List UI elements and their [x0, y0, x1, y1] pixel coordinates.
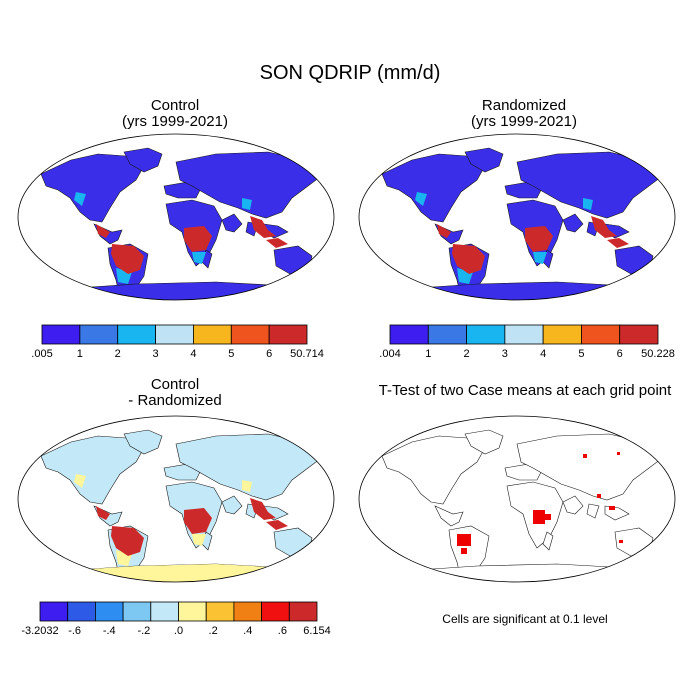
difference-colorbar-swatch-1: [67, 601, 96, 622]
randomized-colorbar-swatch-4: [542, 324, 582, 345]
ttest-title-line1: T-Test of two Case means at each grid po…: [378, 382, 672, 399]
difference-colorbar: -3.2032 -.6 -.4 -.2 .0 .2 .4 .6 6.154: [21, 601, 331, 637]
difference-map: [17, 415, 335, 583]
difference-colorbar-label-6: .4: [243, 625, 252, 637]
control-colorbar-swatch-0: [41, 324, 81, 345]
randomized-colorbar-label-5: 5: [578, 348, 584, 360]
randomized-colorbar-swatch-0: [389, 324, 429, 345]
control-colorbar-label-3: 3: [153, 348, 159, 360]
significance-note: Cells are significant at 0.1 level: [442, 612, 608, 626]
randomized-colorbar-swatch-3: [504, 324, 544, 345]
randomized-title-line2: (yrs 1999-2021): [471, 113, 577, 130]
difference-title-line1: Control: [150, 376, 200, 393]
control-colorbar-label-1: 1: [77, 348, 83, 360]
control-colorbar-swatch-6: [268, 324, 308, 345]
randomized-colorbar: .004 1 2 3 4 5 6 50.228: [379, 324, 675, 360]
ttest-title: T-Test of two Case means at each grid po…: [355, 383, 695, 399]
randomized-colorbar-label-1: 1: [425, 348, 431, 360]
randomized-colorbar-swatch-5: [581, 324, 621, 345]
difference-colorbar-swatch-0: [39, 601, 69, 622]
control-colorbar-swatch-5: [230, 324, 270, 345]
control-colorbar-label-5: 5: [228, 348, 234, 360]
control-colorbar-label-7: 50.714: [290, 348, 324, 360]
control-title-line1: Control: [150, 97, 200, 114]
control-colorbar-swatch-1: [79, 324, 119, 345]
difference-title-line2: - Randomized: [128, 392, 222, 409]
difference-colorbar-swatch-9: [288, 601, 318, 622]
difference-colorbar-label-3: -.2: [137, 625, 150, 637]
figure-title: SON QDRIP (mm/d): [259, 62, 441, 84]
randomized-colorbar-label-2: 2: [464, 348, 470, 360]
control-title: Control (yrs 1999-2021): [75, 98, 275, 130]
difference-colorbar-swatch-2: [95, 601, 124, 622]
control-colorbar-swatch-4: [193, 324, 232, 345]
difference-colorbar-swatch-8: [261, 601, 290, 622]
control-colorbar-label-4: 4: [190, 348, 196, 360]
randomized-colorbar-swatch-6: [619, 324, 659, 345]
randomized-colorbar-label-6: 6: [617, 348, 623, 360]
difference-colorbar-swatch-4: [150, 601, 179, 622]
difference-colorbar-label-4: .0: [174, 625, 183, 637]
control-colorbar-label-6: 6: [266, 348, 272, 360]
difference-colorbar-swatch-3: [122, 601, 152, 622]
randomized-title: Randomized (yrs 1999-2021): [424, 98, 624, 130]
randomized-colorbar-label-4: 4: [540, 348, 546, 360]
difference-colorbar-label-5: .2: [209, 625, 218, 637]
randomized-colorbar-label-3: 3: [502, 348, 508, 360]
control-colorbar-label-2: 2: [115, 348, 121, 360]
control-title-line2: (yrs 1999-2021): [122, 113, 228, 130]
ttest-map: [358, 415, 676, 583]
control-colorbar-label-0: .005: [31, 348, 52, 360]
control-colorbar-swatch-2: [117, 324, 156, 345]
difference-colorbar-swatch-5: [178, 601, 207, 622]
control-colorbar-swatch-3: [155, 324, 194, 345]
randomized-colorbar-label-0: .004: [379, 348, 400, 360]
randomized-title-line1: Randomized: [481, 97, 567, 114]
difference-colorbar-label-2: -.4: [103, 625, 116, 637]
difference-colorbar-swatch-6: [205, 601, 235, 622]
randomized-map: [358, 133, 676, 301]
difference-colorbar-label-7: .6: [278, 625, 287, 637]
control-colorbar: .005 1 2 3 4 5 6 50.714: [31, 324, 324, 360]
difference-colorbar-label-1: -.6: [68, 625, 81, 637]
difference-colorbar-label-0: -3.2032: [21, 625, 58, 637]
randomized-colorbar-swatch-1: [427, 324, 467, 345]
difference-colorbar-swatch-7: [233, 601, 262, 622]
difference-colorbar-label-8: 6.154: [303, 625, 331, 637]
difference-title: Control - Randomized: [75, 377, 275, 409]
control-map: [17, 133, 335, 301]
randomized-colorbar-swatch-2: [466, 324, 506, 345]
randomized-colorbar-label-7: 50.228: [641, 348, 675, 360]
